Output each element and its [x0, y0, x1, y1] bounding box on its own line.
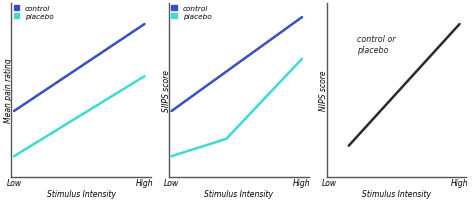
X-axis label: Stimulus Intensity: Stimulus Intensity [362, 189, 431, 198]
X-axis label: Stimulus Intensity: Stimulus Intensity [204, 189, 273, 198]
Y-axis label: Mean pain rating: Mean pain rating [4, 58, 13, 123]
Legend: control, placebo: control, placebo [171, 6, 212, 21]
Text: control or
placebo: control or placebo [357, 35, 396, 55]
Y-axis label: SIIPS score: SIIPS score [162, 70, 171, 112]
X-axis label: Stimulus Intensity: Stimulus Intensity [47, 189, 116, 198]
Legend: control, placebo: control, placebo [13, 6, 55, 21]
Y-axis label: NIPS score: NIPS score [319, 70, 328, 111]
